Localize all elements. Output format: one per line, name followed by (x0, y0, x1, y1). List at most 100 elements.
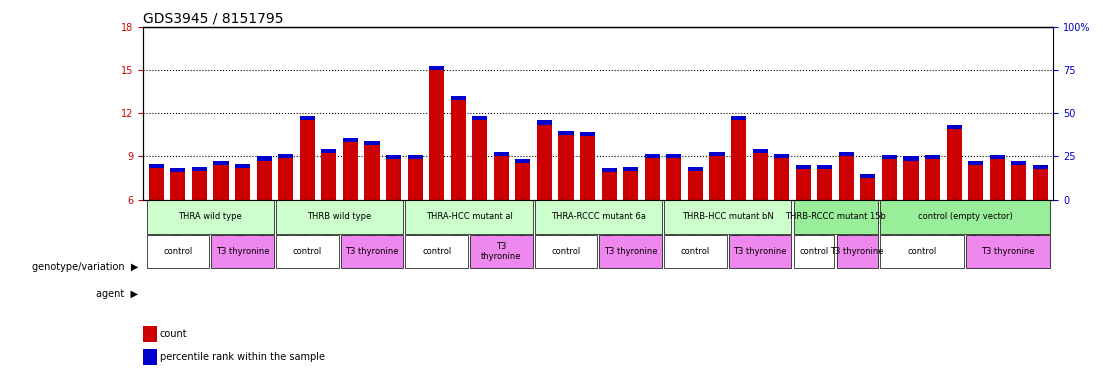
Bar (1011, 161, 1027, 165)
Text: control (empty vector): control (empty vector) (918, 212, 1013, 222)
Bar (966, 235, 1050, 268)
Bar (278, 154, 293, 158)
Bar (989, 155, 1005, 159)
Bar (623, 167, 639, 200)
Bar (729, 235, 791, 268)
Bar (343, 138, 358, 200)
Text: THRB-RCCC mutant 15b: THRB-RCCC mutant 15b (785, 212, 886, 222)
Bar (793, 200, 878, 233)
Bar (321, 149, 336, 153)
Bar (580, 132, 596, 200)
Bar (774, 154, 790, 200)
Bar (386, 155, 401, 159)
Bar (147, 235, 210, 268)
Bar (688, 167, 703, 200)
Bar (276, 235, 339, 268)
Bar (903, 157, 919, 161)
Text: control: control (681, 247, 710, 256)
Bar (429, 66, 445, 70)
Text: control: control (292, 247, 322, 256)
Bar (212, 235, 274, 268)
Text: GDS3945 / 8151795: GDS3945 / 8151795 (143, 12, 283, 26)
Bar (580, 132, 596, 136)
Bar (192, 167, 207, 170)
Bar (968, 161, 983, 165)
Bar (645, 154, 660, 200)
Bar (235, 164, 250, 200)
Bar (235, 164, 250, 168)
Bar (364, 141, 379, 200)
Bar (407, 155, 422, 200)
Bar (1032, 165, 1048, 200)
Bar (752, 149, 768, 200)
Bar (880, 235, 964, 268)
Bar (817, 165, 833, 169)
Text: THRA-HCC mutant al: THRA-HCC mutant al (426, 212, 513, 222)
Bar (731, 116, 746, 120)
Bar (558, 131, 574, 200)
Bar (599, 235, 662, 268)
Bar (709, 152, 725, 200)
Bar (666, 154, 682, 200)
Bar (946, 125, 962, 129)
Bar (386, 155, 401, 200)
Bar (752, 149, 768, 153)
Text: control: control (163, 247, 193, 256)
Bar (793, 235, 835, 268)
Text: T3 thyronine: T3 thyronine (345, 247, 398, 256)
Bar (494, 152, 508, 156)
Bar (147, 200, 274, 233)
Bar (601, 168, 617, 200)
Bar (946, 125, 962, 200)
Text: control: control (800, 247, 828, 256)
Bar (817, 165, 833, 200)
Text: THRB wild type: THRB wild type (308, 212, 372, 222)
Text: control: control (907, 247, 936, 256)
Bar (664, 235, 727, 268)
Bar (860, 174, 876, 178)
Bar (257, 157, 271, 161)
Bar (257, 157, 271, 200)
Bar (537, 121, 552, 124)
Bar (214, 161, 228, 200)
Text: count: count (160, 329, 188, 339)
Text: THRA wild type: THRA wild type (179, 212, 243, 222)
Bar (989, 155, 1005, 200)
Text: T3 thyronine: T3 thyronine (604, 247, 657, 256)
Bar (472, 116, 488, 120)
Text: percentile rank within the sample: percentile rank within the sample (160, 352, 325, 362)
Bar (451, 96, 465, 200)
Bar (343, 138, 358, 142)
Bar (300, 116, 314, 200)
Bar (149, 164, 164, 200)
Bar (925, 155, 940, 159)
Bar (709, 152, 725, 156)
Bar (321, 149, 336, 200)
Text: THRA-RCCC mutant 6a: THRA-RCCC mutant 6a (550, 212, 646, 222)
Bar (731, 116, 746, 200)
Bar (664, 200, 791, 233)
Bar (882, 155, 897, 159)
Text: agent  ▶: agent ▶ (96, 289, 138, 299)
Bar (925, 155, 940, 200)
Text: T3 thyronine: T3 thyronine (982, 247, 1035, 256)
Text: T3 thyronine: T3 thyronine (831, 247, 884, 256)
Bar (838, 152, 854, 156)
Bar (795, 165, 811, 169)
Bar (1011, 161, 1027, 200)
Bar (407, 155, 422, 159)
Bar (623, 167, 639, 170)
Bar (774, 154, 790, 158)
Text: T3 thyronine: T3 thyronine (216, 247, 269, 256)
Bar (276, 200, 404, 233)
Bar (666, 154, 682, 158)
Bar (515, 159, 531, 164)
Bar (192, 167, 207, 200)
Bar (406, 200, 533, 233)
Bar (968, 161, 983, 200)
Bar (795, 165, 811, 200)
Bar (838, 152, 854, 200)
Bar (837, 235, 878, 268)
Bar (170, 168, 185, 200)
Bar (601, 168, 617, 172)
